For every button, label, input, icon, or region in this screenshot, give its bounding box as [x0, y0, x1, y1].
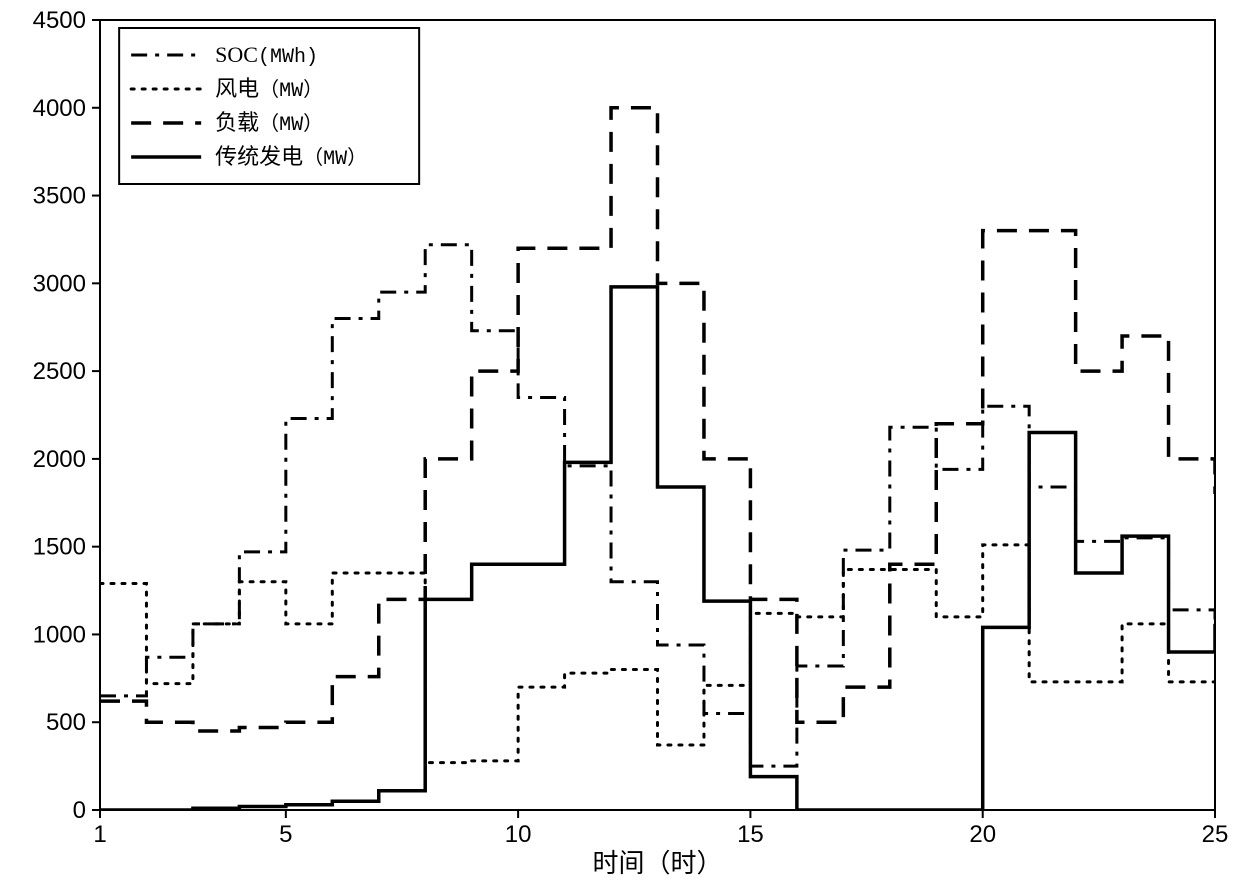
legend-unit-text: (MWh): [258, 46, 318, 69]
legend-unit-text: （MW）: [303, 146, 367, 171]
x-tick-label: 5: [279, 821, 292, 848]
y-tick-label: 1500: [33, 534, 86, 561]
y-tick-label: 4000: [33, 95, 86, 122]
y-tick-label: 3500: [33, 183, 86, 210]
x-axis-label: 时间（时）: [592, 849, 722, 878]
x-tick-label: 20: [969, 821, 996, 848]
y-tick-label: 4500: [33, 7, 86, 34]
chart-container: 1510152025050010001500200025003000350040…: [0, 0, 1240, 881]
legend-label-soc: SOC(MWh): [215, 42, 318, 69]
legend-label-text: SOC: [215, 42, 258, 67]
x-tick-label: 10: [505, 821, 532, 848]
legend: SOC(MWh)风电（MW）负载（MW）传统发电（MW）: [119, 28, 419, 184]
x-tick-label: 15: [737, 821, 764, 848]
legend-label-conventional: 传统发电（MW）: [215, 144, 367, 171]
y-tick-label: 0: [73, 797, 86, 824]
y-tick-label: 500: [46, 709, 86, 736]
y-tick-label: 2000: [33, 446, 86, 473]
legend-unit-text: （MW）: [259, 112, 323, 137]
legend-label-text: 负载: [215, 110, 259, 135]
legend-label-text: 风电: [215, 76, 259, 101]
x-tick-label: 1: [93, 821, 106, 848]
x-tick-label: 25: [1202, 821, 1229, 848]
chart-svg: 1510152025050010001500200025003000350040…: [0, 0, 1240, 881]
legend-label-wind: 风电（MW）: [215, 76, 323, 103]
legend-unit-text: （MW）: [259, 78, 323, 103]
y-tick-label: 2500: [33, 358, 86, 385]
y-tick-label: 1000: [33, 621, 86, 648]
y-tick-label: 3000: [33, 270, 86, 297]
legend-label-load: 负载（MW）: [215, 110, 323, 137]
legend-label-text: 传统发电: [215, 144, 303, 169]
